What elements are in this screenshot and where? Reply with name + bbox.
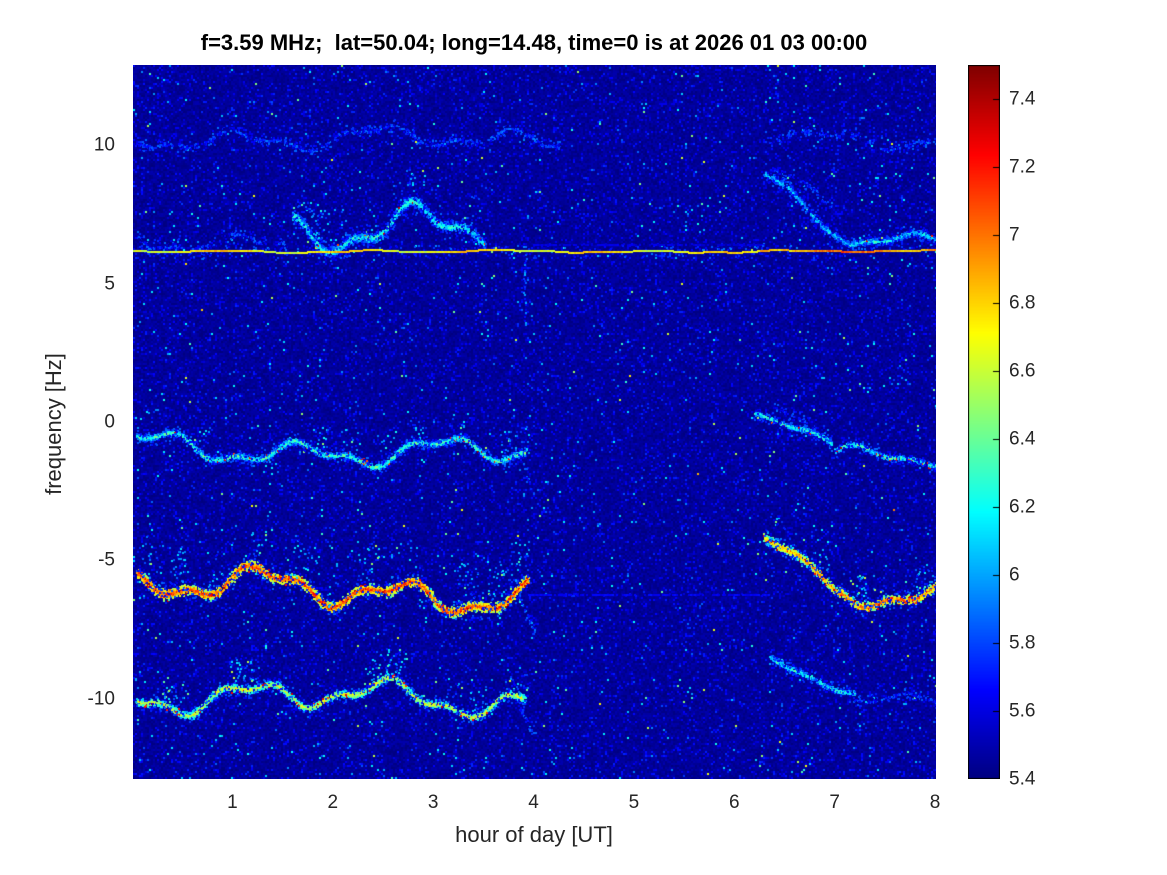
colorbar-tick-label: 5.6 [1009, 700, 1036, 722]
colorbar-tick-label: 6 [1009, 564, 1020, 586]
x-tick-label: 3 [427, 792, 439, 813]
y-tick-label: -10 [87, 688, 115, 710]
y-tick-label: 10 [93, 134, 115, 156]
colorbar-tick-label: 6.6 [1009, 360, 1036, 382]
chart-title: f=3.59 MHz; lat=50.04; long=14.48, time=… [200, 30, 868, 55]
colorbar-tick-label: 7.4 [1009, 88, 1036, 110]
x-tick-label: 7 [829, 792, 840, 813]
x-tick-label: 6 [728, 792, 740, 813]
colorbar-tick-label: 6.4 [1009, 428, 1036, 450]
x-axis-label: hour of day [UT] [455, 822, 613, 847]
y-tick-label: 0 [104, 411, 115, 433]
colorbar-tick-label: 6.2 [1009, 496, 1036, 518]
colorbar-tick-label: 5.8 [1009, 632, 1036, 654]
y-tick-label: -5 [98, 549, 115, 571]
colorbar-tick-label: 7 [1009, 224, 1020, 246]
x-tick-label: 1 [227, 792, 238, 813]
colorbar-tick-label: 7.2 [1009, 156, 1036, 178]
colorbar-tick-label: 5.4 [1009, 768, 1036, 790]
x-tick-label: 4 [528, 792, 539, 813]
x-tick-label: 8 [929, 792, 941, 813]
y-tick-label: 5 [104, 273, 115, 295]
x-tick-label: 5 [628, 792, 640, 813]
colorbar-canvas [968, 65, 1000, 779]
spectrogram-canvas [133, 65, 936, 779]
colorbar-tick-label: 6.8 [1009, 292, 1036, 314]
x-tick-label: 2 [327, 792, 339, 813]
